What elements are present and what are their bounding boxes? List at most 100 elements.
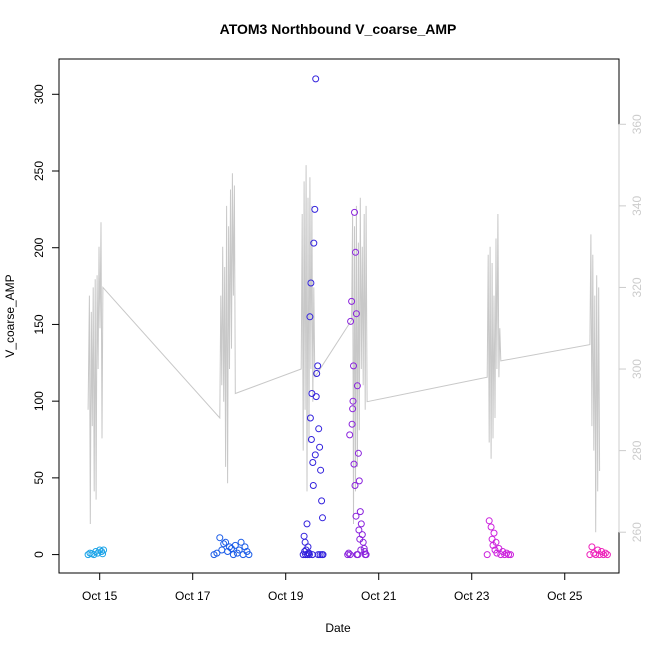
voltage-line-segment-0 xyxy=(87,165,316,525)
y-left-tick-label: 150 xyxy=(32,314,46,334)
data-point xyxy=(350,362,357,370)
y-left-tick-label: 250 xyxy=(32,161,46,181)
data-point xyxy=(588,543,596,551)
data-point xyxy=(99,550,107,558)
x-tick-label: Oct 19 xyxy=(268,589,304,603)
data-point xyxy=(349,405,357,413)
data-point xyxy=(306,414,314,422)
data-point xyxy=(485,517,493,525)
x-tick-label: Oct 17 xyxy=(175,589,211,603)
data-point xyxy=(594,546,602,554)
data-point xyxy=(344,551,352,559)
data-point xyxy=(507,551,514,559)
y-left-tick-label: 100 xyxy=(32,391,46,411)
y-left-tick-label: 300 xyxy=(32,84,46,104)
data-point xyxy=(300,532,308,540)
data-point xyxy=(352,310,360,318)
y-right-tick-label: 300 xyxy=(630,359,644,379)
data-point xyxy=(313,370,321,377)
data-point xyxy=(309,482,317,489)
data-point xyxy=(318,497,326,505)
data-point xyxy=(309,459,317,466)
y-left-tick-label: 0 xyxy=(32,551,46,558)
data-point xyxy=(245,551,253,559)
data-point xyxy=(301,548,309,555)
data-point xyxy=(308,390,316,397)
data-point xyxy=(488,535,496,543)
x-tick-label: Oct 21 xyxy=(361,589,397,603)
data-point xyxy=(351,482,359,489)
data-point xyxy=(357,520,365,528)
data-point xyxy=(303,520,311,528)
x-axis-label: Date xyxy=(325,621,351,635)
y-axis-right: 260 280 300 320 340 360 xyxy=(618,114,644,542)
data-point xyxy=(355,477,363,485)
data-point xyxy=(222,538,230,546)
data-point xyxy=(586,551,594,559)
data-point xyxy=(503,549,511,557)
data-point xyxy=(345,549,353,557)
data-point xyxy=(355,526,363,534)
voltage-line-layer xyxy=(87,165,601,533)
data-point xyxy=(356,535,364,543)
data-point xyxy=(590,549,598,557)
data-point xyxy=(348,420,356,428)
data-point xyxy=(305,551,313,559)
y-right-tick-label: 260 xyxy=(630,522,644,542)
data-point xyxy=(352,512,360,520)
data-point xyxy=(307,279,315,287)
data-point xyxy=(492,538,500,546)
data-point xyxy=(306,313,314,321)
data-point xyxy=(218,546,226,554)
data-point xyxy=(353,382,361,390)
x-tick-label: Oct 25 xyxy=(547,589,583,603)
data-point xyxy=(592,551,600,559)
data-point xyxy=(600,551,607,559)
data-point xyxy=(319,551,327,559)
y-right-tick-label: 320 xyxy=(630,277,644,297)
data-point xyxy=(319,514,326,522)
plot-frame xyxy=(58,58,620,574)
data-point xyxy=(487,523,495,531)
data-point xyxy=(312,393,320,401)
data-point xyxy=(352,248,359,256)
data-point xyxy=(241,543,249,551)
data-point xyxy=(310,239,318,247)
data-point xyxy=(351,208,358,216)
data-point xyxy=(362,551,370,559)
chart-title: ATOM3 Northbound V_coarse_AMP xyxy=(220,21,457,37)
x-axis: Oct 15 Oct 17 Oct 19 Oct 21 Oct 23 Oct 25 xyxy=(82,572,583,603)
data-point xyxy=(213,549,221,557)
data-point xyxy=(216,534,224,542)
voltage-line-segment-1 xyxy=(314,197,601,533)
data-point xyxy=(316,443,324,451)
x-tick-label: Oct 23 xyxy=(454,589,490,603)
data-point xyxy=(346,551,354,559)
data-point xyxy=(220,540,228,548)
data-point xyxy=(603,551,611,559)
y-right-tick-label: 340 xyxy=(630,196,644,216)
data-point xyxy=(311,451,319,459)
data-point xyxy=(317,466,325,474)
x-tick-label: Oct 15 xyxy=(82,589,118,603)
data-point xyxy=(314,551,322,559)
data-point xyxy=(348,297,356,305)
data-point xyxy=(483,551,491,559)
data-point xyxy=(314,362,322,370)
data-point xyxy=(239,551,247,559)
data-point xyxy=(347,317,355,325)
data-point xyxy=(354,449,362,457)
y-right-tick-label: 360 xyxy=(630,114,644,134)
data-point xyxy=(316,551,324,559)
data-point xyxy=(349,397,357,405)
data-point xyxy=(490,529,498,537)
data-point xyxy=(229,551,237,559)
y-axis-label: V_coarse_AMP xyxy=(3,274,17,357)
data-point xyxy=(311,205,319,213)
y-axis-left: 0 50 100 150 200 250 300 xyxy=(32,84,60,558)
y-left-tick-label: 200 xyxy=(32,237,46,257)
point-layer xyxy=(84,75,611,559)
data-point xyxy=(312,75,320,83)
data-point xyxy=(350,460,358,468)
